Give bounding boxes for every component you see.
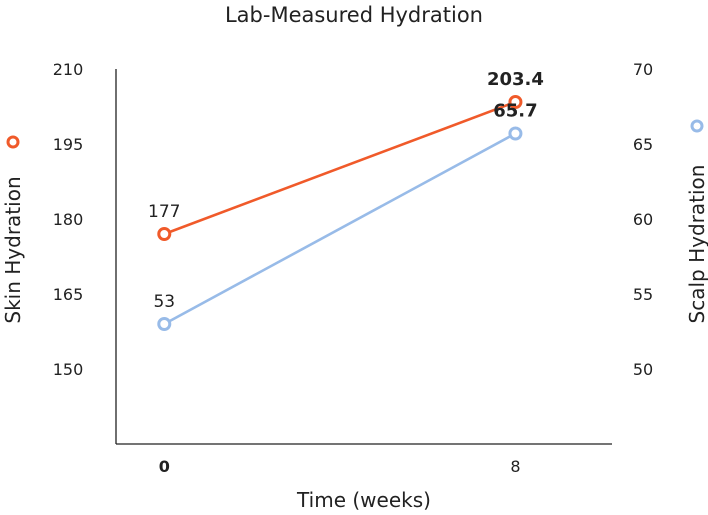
axis-ticks: 150 165 180 195 210 50 55 60 65 70 0 8 (53, 60, 653, 476)
data-label: 203.4 (487, 69, 544, 90)
data-label: 65.7 (493, 101, 537, 122)
data-point-scalp (508, 126, 523, 141)
x-axis-title: Time (weeks) (296, 488, 431, 512)
series-lines (163, 100, 517, 326)
left-tick-label: 150 (53, 360, 84, 379)
left-tick-label: 165 (53, 285, 84, 304)
data-label: 53 (153, 292, 175, 312)
left-axis-title: Skin Hydration (1, 176, 25, 323)
series-line-scalp (163, 132, 517, 326)
right-tick-label: 65 (633, 135, 653, 154)
left-tick-label: 195 (53, 135, 84, 154)
x-tick-label: 0 (159, 457, 170, 476)
axis-titles: Time (weeks) Skin Hydration Scalp Hydratio… (1, 119, 708, 512)
right-tick-label: 50 (633, 360, 653, 379)
series-line-skin (163, 100, 516, 236)
right-axis-marker-icon (690, 119, 704, 133)
chart-axes (115, 69, 612, 445)
right-tick-label: 55 (633, 285, 653, 304)
chart-title: Lab-Measured Hydration (224, 3, 483, 27)
left-axis-marker-icon (6, 135, 20, 149)
left-tick-label: 210 (53, 60, 84, 79)
data-labels: 177 203.4 53 65.7 (148, 69, 544, 312)
right-axis-title: Scalp Hydration (685, 165, 708, 324)
right-tick-label: 70 (633, 60, 653, 79)
data-label: 177 (148, 202, 180, 222)
left-tick-label: 180 (53, 210, 84, 229)
right-tick-label: 60 (633, 210, 653, 229)
series-points (157, 95, 523, 331)
x-tick-label: 8 (510, 457, 520, 476)
data-point-skin (508, 95, 523, 109)
data-point-skin (157, 227, 172, 241)
data-point-scalp (157, 317, 172, 331)
